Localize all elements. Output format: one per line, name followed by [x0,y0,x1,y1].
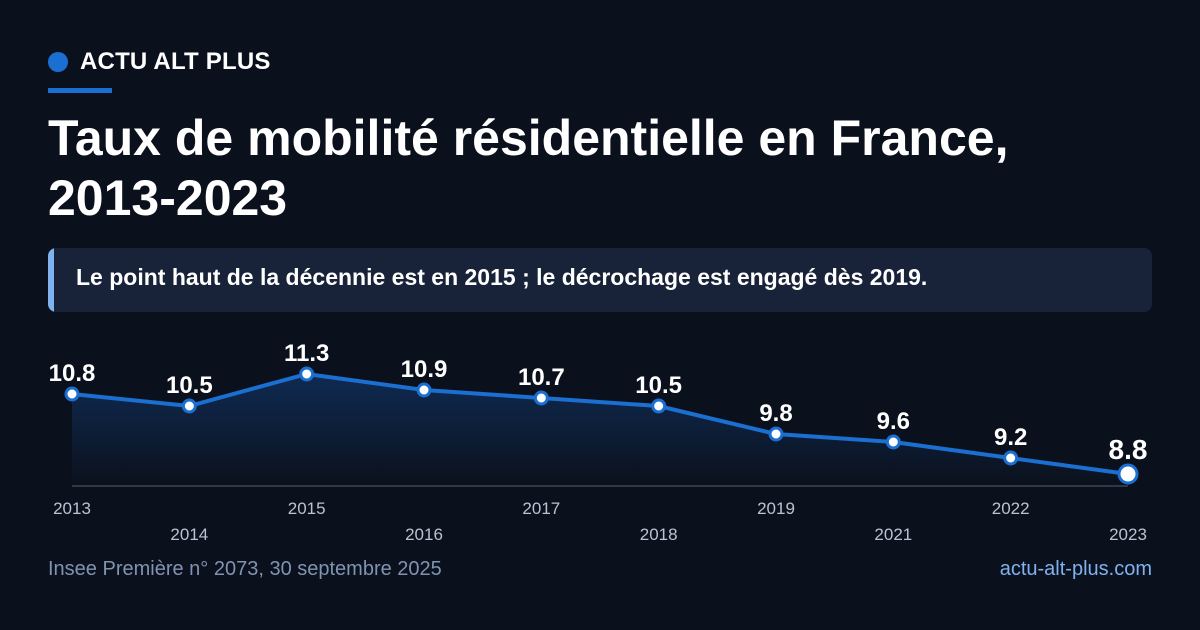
callout-text: Le point haut de la décennie est en 2015… [76,264,928,290]
x-tick-label: 2013 [53,499,91,518]
data-label: 10.5 [166,372,213,399]
data-point [651,398,667,414]
line-chart: 10.8 2013 10.5 2014 11.3 2015 10.9 2016 10.7 2017… [49,340,1148,544]
data-label: 9.8 [759,400,792,427]
data-point [1117,463,1139,485]
data-label: 8.8 [1109,434,1148,465]
data-point [533,390,549,406]
data-label: 10.8 [49,360,96,387]
x-tick-label: 2014 [170,525,208,544]
brand-dot-icon [48,52,68,72]
data-point [181,398,197,414]
callout-accent-bar [48,248,54,312]
x-tick-label: 2018 [640,525,678,544]
brand-underline [48,88,112,93]
source-text: Insee Première n° 2073, 30 septembre 202… [48,558,442,580]
x-tick-label: 2023 [1109,525,1147,544]
data-label: 9.2 [994,424,1027,451]
x-tick-label: 2017 [522,499,560,518]
x-tick-label: 2015 [288,499,326,518]
area-fill [72,374,1128,486]
data-label: 9.6 [877,408,910,435]
series-line [70,372,1130,476]
x-tick-label: 2016 [405,525,443,544]
data-label: 10.9 [401,356,448,383]
data-point [299,366,315,382]
data-label: 10.5 [635,372,682,399]
data-point [1003,450,1019,466]
data-point [768,426,784,442]
data-label: 10.7 [518,364,565,391]
data-point [416,382,432,398]
brand: ACTU ALT PLUS [48,48,271,76]
chart-title: Taux de mobilité résidentielle en France… [48,110,1009,226]
x-tick-label: 2019 [757,499,795,518]
data-point [64,386,80,402]
x-tick-label: 2021 [874,525,912,544]
x-tick-label: 2022 [992,499,1030,518]
brand-name: ACTU ALT PLUS [80,48,271,75]
site-link[interactable]: actu-alt-plus.com [999,558,1152,580]
data-label: 11.3 [284,340,329,367]
data-point [885,434,901,450]
callout-box: Le point haut de la décennie est en 2015… [48,248,1152,312]
